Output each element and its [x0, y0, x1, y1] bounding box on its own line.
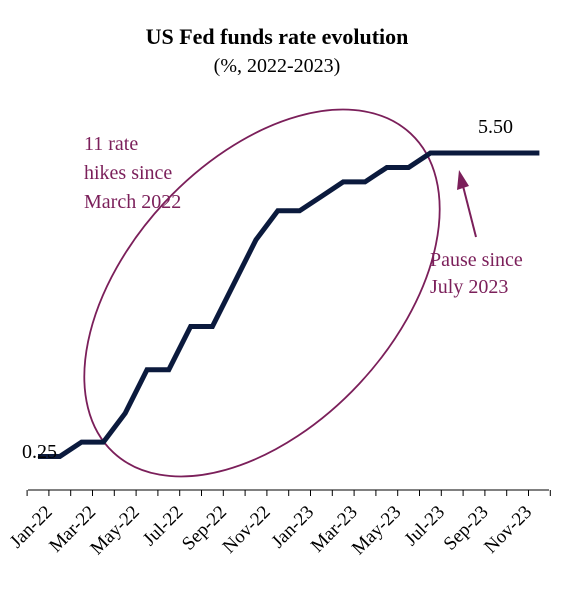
data-label-end: 5.50 [478, 116, 513, 138]
x-axis: Jan-22Mar-22May-22Jul-22Sep-22Nov-22Jan-… [6, 489, 551, 559]
data-label-start: 0.25 [22, 441, 57, 463]
chart-subtitle: (%, 2022-2023) [214, 55, 341, 77]
fed-rate-line [38, 150, 540, 459]
chart-title: US Fed funds rate evolution [146, 24, 409, 49]
hikes-ellipse [83, 108, 441, 478]
label-layer: 0.25 5.50 11 rate hikes since March 2022 Paus… [22, 116, 523, 463]
series-layer [38, 150, 540, 459]
hikes-annotation: 11 rate hikes since March 2022 [84, 133, 181, 213]
x-tick-label-nov-22: Nov-22 [219, 502, 275, 558]
pause-arrow-head [457, 170, 469, 190]
x-tick-label-nov-23: Nov-23 [480, 502, 536, 558]
pause-arrow-shaft [462, 185, 477, 238]
x-tick-label-may-22: May-22 [86, 502, 143, 559]
annotation-layer [83, 108, 441, 478]
x-tick-label-may-23: May-23 [348, 502, 405, 559]
pause-annotation: Pause since July 2023 [430, 249, 523, 298]
